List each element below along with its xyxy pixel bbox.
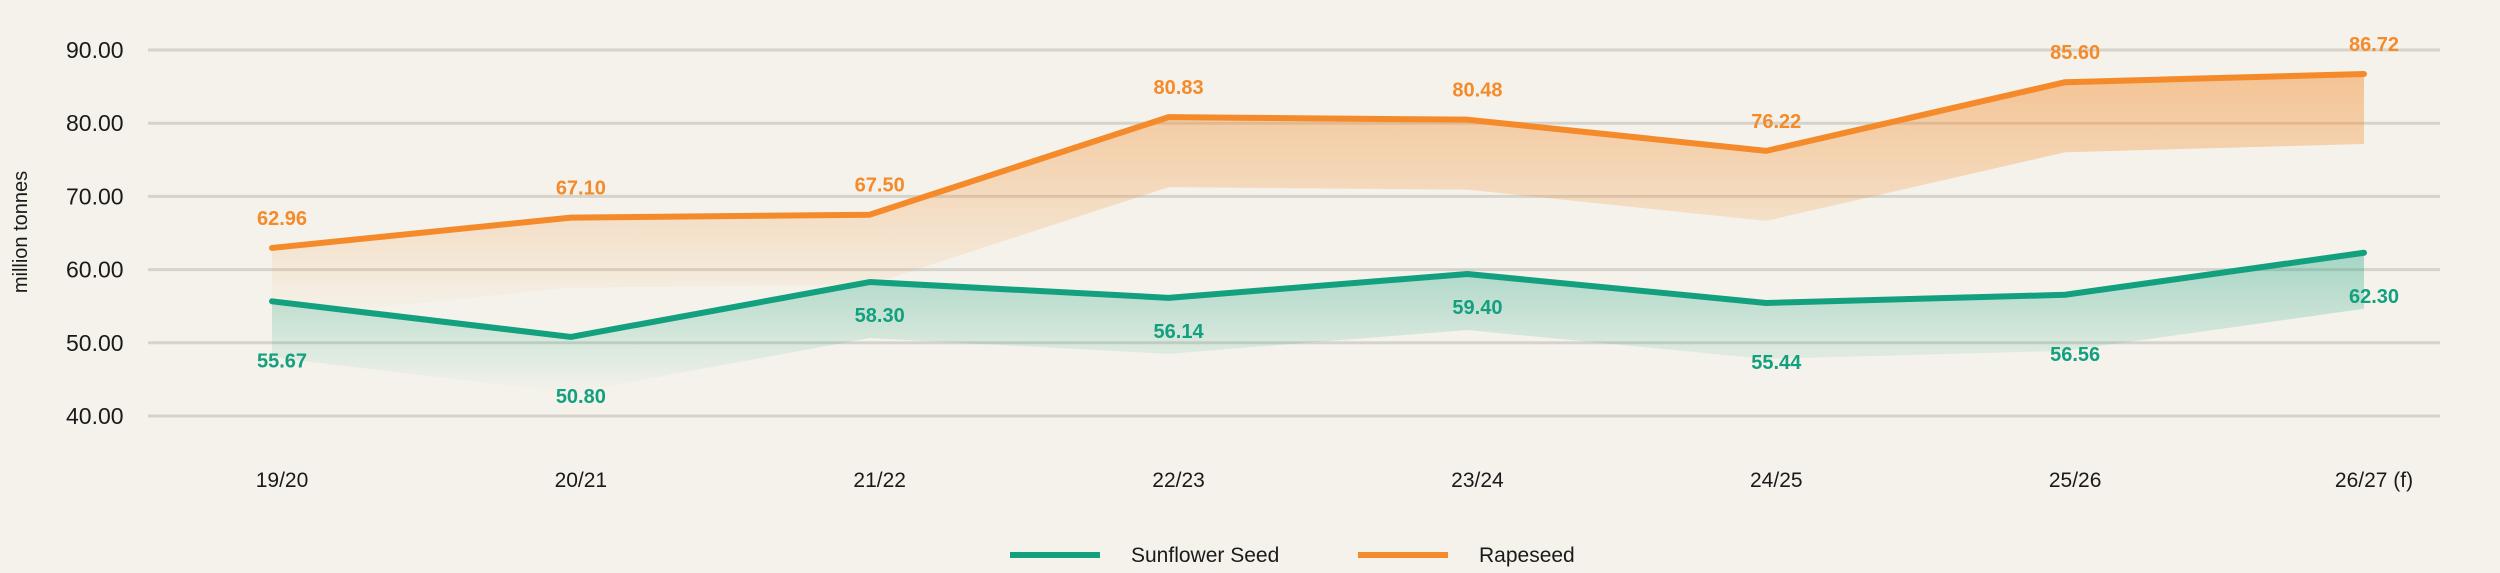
line-rapeseed <box>269 71 2367 251</box>
legend-item-rapeseed[interactable]: Rapeseed <box>1358 544 1575 567</box>
data-label-rapeseed: 80.83 <box>1154 77 1204 99</box>
data-label-sunflower-seed: 59.40 <box>1452 297 1502 319</box>
data-label-sunflower-seed: 55.67 <box>257 350 307 372</box>
y-tick-label: 90.00 <box>66 37 124 63</box>
legend-label-rapeseed: Rapeseed <box>1479 544 1575 567</box>
data-label-rapeseed: 67.50 <box>855 175 905 197</box>
x-tick-label: 22/23 <box>1152 469 1205 492</box>
data-label-rapeseed: 80.48 <box>1452 80 1502 102</box>
x-axis-ticks: 19/20 20/21 21/22 22/23 23/24 24/25 25/26 26/27… <box>256 469 2413 492</box>
x-tick-label: 21/22 <box>853 469 906 492</box>
y-axis-ticks: 40.00 50.00 60.00 70.00 80.00 90.00 <box>66 37 124 429</box>
data-label-rapeseed: 62.96 <box>257 208 307 230</box>
data-label-sunflower-seed: 56.56 <box>2050 344 2100 366</box>
data-label-rapeseed: 76.22 <box>1751 111 1801 133</box>
x-tick-label: 25/26 <box>2049 469 2102 492</box>
data-label-rapeseed: 85.60 <box>2050 42 2100 64</box>
data-label-rapeseed: 86.72 <box>2349 34 2399 56</box>
data-label-sunflower-seed: 62.30 <box>2349 286 2399 308</box>
x-tick-label: 19/20 <box>256 469 309 492</box>
data-labels: 55.67 50.80 58.30 56.14 59.40 55.44 56.56 62.30… <box>257 34 2399 408</box>
y-tick-label: 40.00 <box>66 403 124 429</box>
legend: Sunflower Seed Rapeseed <box>1010 544 1575 567</box>
y-tick-label: 60.00 <box>66 257 124 283</box>
x-tick-label: 20/21 <box>555 469 608 492</box>
line-sunflower-seed <box>269 249 2367 340</box>
y-tick-label: 50.00 <box>66 330 124 356</box>
y-tick-label: 80.00 <box>66 110 124 136</box>
data-label-sunflower-seed: 58.30 <box>855 305 905 327</box>
x-tick-label: 24/25 <box>1750 469 1803 492</box>
y-tick-label: 70.00 <box>66 183 124 209</box>
x-tick-label: 23/24 <box>1451 469 1504 492</box>
data-label-sunflower-seed: 50.80 <box>556 386 606 408</box>
data-label-sunflower-seed: 56.14 <box>1154 321 1205 343</box>
legend-label-sunflower-seed: Sunflower Seed <box>1131 544 1279 567</box>
series-lines <box>269 71 2367 340</box>
area-sunflower-seed <box>272 252 2364 393</box>
x-tick-label: 26/27 (f) <box>2335 469 2413 492</box>
data-label-sunflower-seed: 55.44 <box>1751 352 1802 374</box>
y-axis-label: million tonnes <box>10 171 32 293</box>
legend-item-sunflower-seed[interactable]: Sunflower Seed <box>1010 544 1279 567</box>
data-label-rapeseed: 67.10 <box>556 178 606 200</box>
